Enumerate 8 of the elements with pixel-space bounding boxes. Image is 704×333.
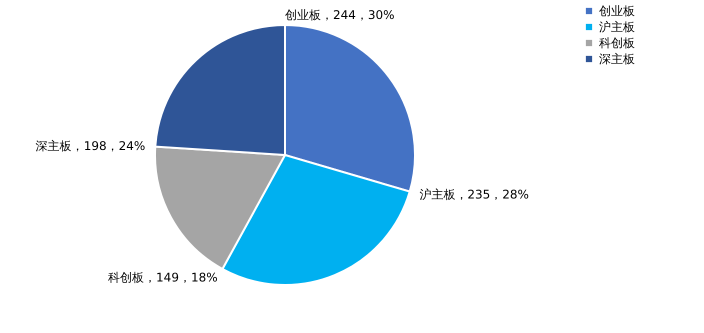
legend-label: 创业板 — [599, 4, 635, 18]
data-label: 深主板，198，24% — [36, 138, 146, 153]
data-label: 创业板，244，30% — [285, 8, 395, 22]
data-label: 沪主板，235，28% — [419, 187, 529, 202]
legend-label: 科创板 — [599, 36, 635, 50]
legend-label: 沪主板 — [599, 20, 635, 34]
data-label: 科创板，149，18% — [108, 270, 218, 285]
legend-label: 深主板 — [599, 52, 635, 66]
